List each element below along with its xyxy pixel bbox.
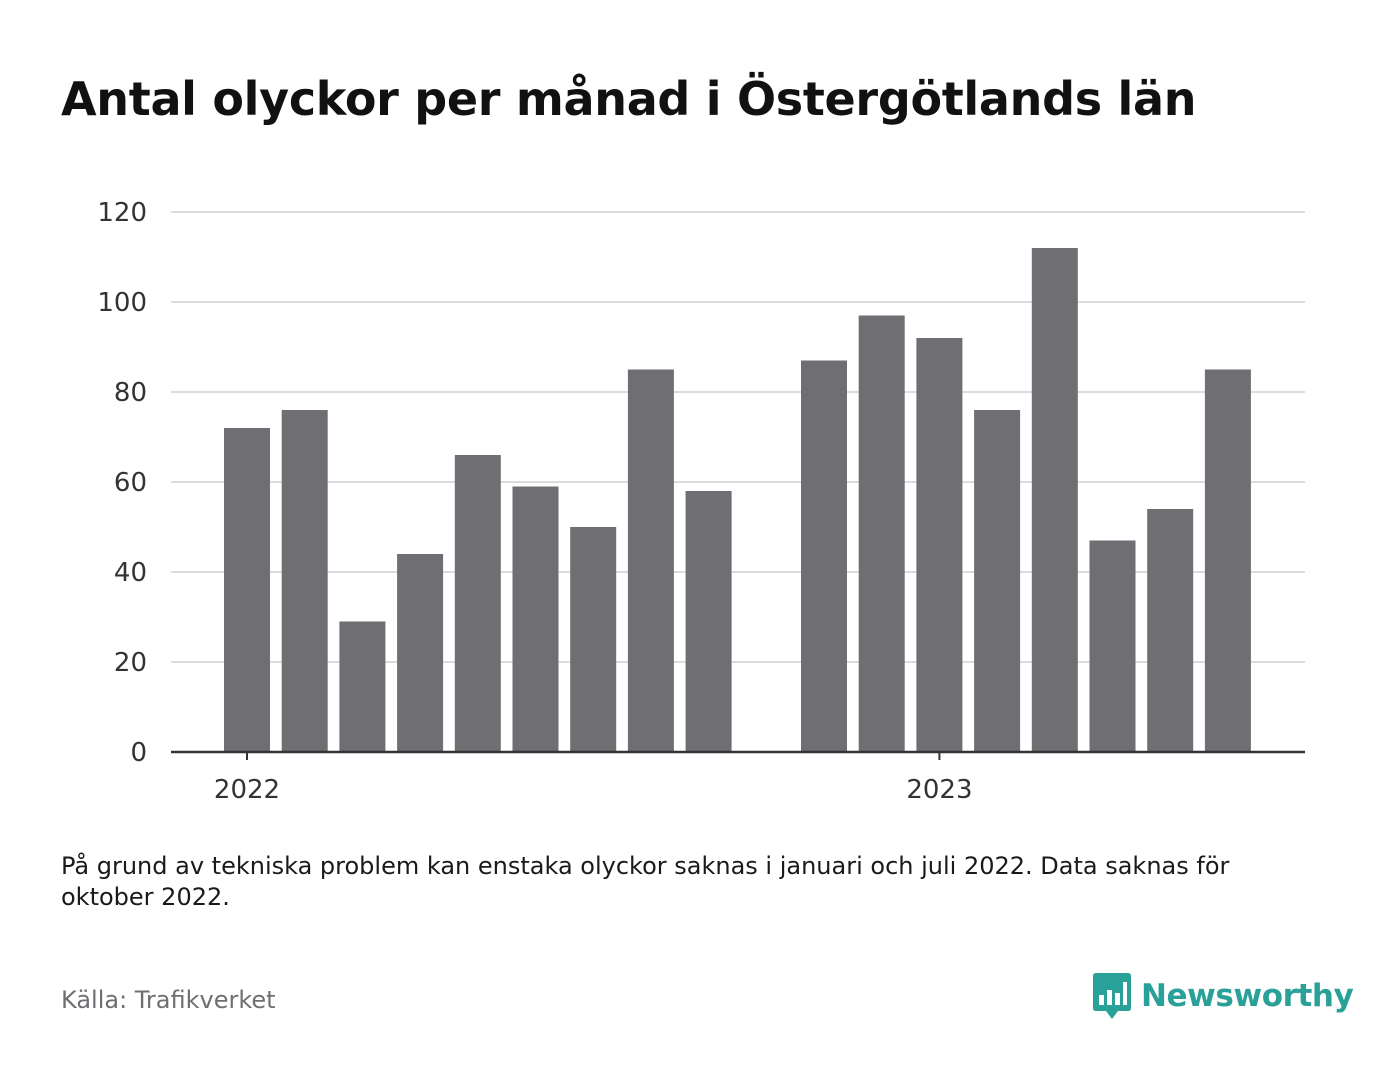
bar: [801, 360, 847, 752]
bar: [1031, 248, 1078, 752]
y-tick-label: 120: [97, 198, 147, 228]
footnote: På grund av tekniska problem kan enstaka…: [61, 852, 1230, 911]
brand-name: Newsworthy: [1141, 978, 1354, 1014]
bar: [224, 428, 270, 752]
bar: [858, 315, 905, 752]
bar: [1204, 369, 1251, 752]
bar: [339, 621, 386, 752]
bars: [224, 248, 1251, 752]
bar: [916, 338, 963, 752]
newsworthy-logo-icon: [1093, 973, 1131, 1019]
bar: [974, 410, 1021, 752]
y-tick-label: 100: [97, 288, 147, 318]
bar: [627, 369, 674, 752]
source-note: Källa: Trafikverket: [61, 986, 276, 1014]
y-tick-label: 40: [114, 558, 147, 588]
bar: [512, 486, 559, 752]
y-tick-label: 80: [114, 378, 147, 408]
y-tick-label: 0: [130, 738, 147, 768]
y-tick-label: 60: [114, 468, 147, 498]
bar: [281, 410, 328, 752]
bar: [397, 554, 444, 752]
x-axis: 2022 2023: [171, 750, 1305, 805]
brand-logo: Newsworthy: [1092, 971, 1354, 1021]
y-axis-tick-labels: 0 20 40 60 80 100 120: [97, 198, 147, 768]
y-tick-label: 20: [114, 648, 147, 678]
bar: [454, 455, 501, 752]
bar-chart: 0 20 40 60 80 100 120 2022 2023: [97, 198, 1305, 805]
bar: [1089, 540, 1136, 752]
bar: [1147, 509, 1194, 752]
chart-title: Antal olyckor per månad i Östergötlands …: [61, 72, 1197, 126]
bar: [685, 491, 732, 752]
x-tick-label: 2023: [906, 775, 972, 805]
bar: [570, 527, 617, 752]
x-tick-label: 2022: [214, 775, 280, 805]
